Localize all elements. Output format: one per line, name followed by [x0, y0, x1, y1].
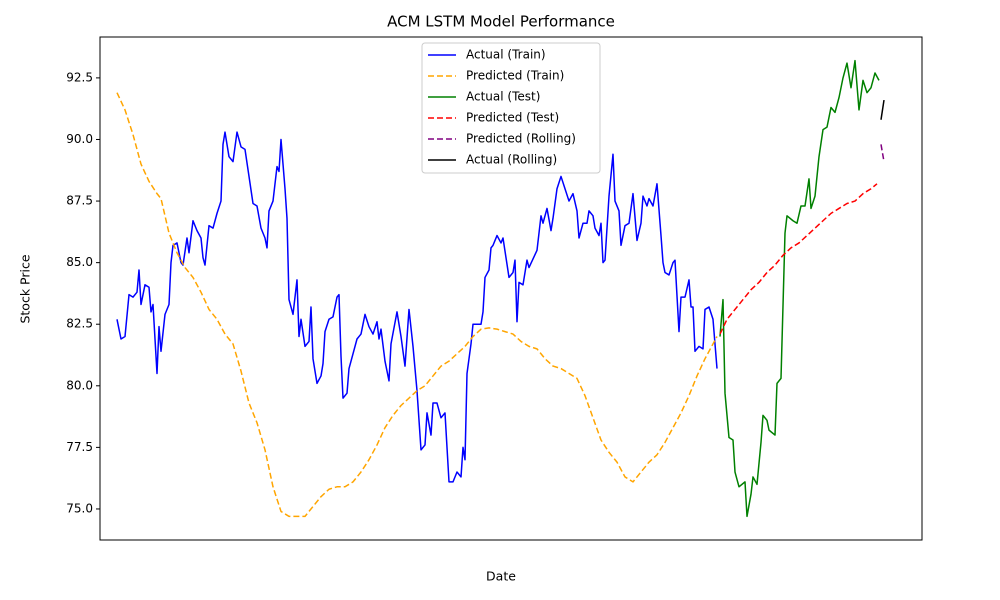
legend-label: Predicted (Train)	[466, 69, 564, 83]
y-axis-label: Stock Price	[18, 254, 33, 323]
plot-frame	[99, 36, 923, 541]
y-tick-label: 77.5	[66, 440, 93, 454]
legend-label: Predicted (Rolling)	[466, 132, 576, 146]
legend-label: Actual (Train)	[466, 48, 546, 62]
legend-label: Actual (Test)	[466, 90, 540, 104]
legend-label: Predicted (Test)	[466, 111, 559, 125]
y-tick-label: 85.0	[66, 255, 93, 269]
series-line	[880, 144, 885, 162]
y-tick-label: 92.5	[66, 70, 93, 84]
y-tick-label: 87.5	[66, 194, 93, 208]
legend-label: Actual (Rolling)	[466, 153, 557, 167]
series-line	[719, 59, 880, 518]
chart-title: ACM LSTM Model Performance	[387, 13, 615, 31]
x-axis-label: Date	[486, 569, 516, 584]
y-tick-label: 75.0	[66, 501, 93, 515]
series-line	[116, 92, 718, 518]
series-line	[719, 183, 878, 335]
y-tick-label: 82.5	[66, 317, 93, 331]
series-line	[880, 99, 885, 120]
legend-box	[421, 42, 601, 174]
y-tick-label: 80.0	[66, 378, 93, 392]
y-tick-label: 90.0	[66, 132, 93, 146]
legend: Actual (Train) Predicted (Train) Actual (T…	[421, 42, 601, 174]
series-line	[116, 131, 718, 483]
